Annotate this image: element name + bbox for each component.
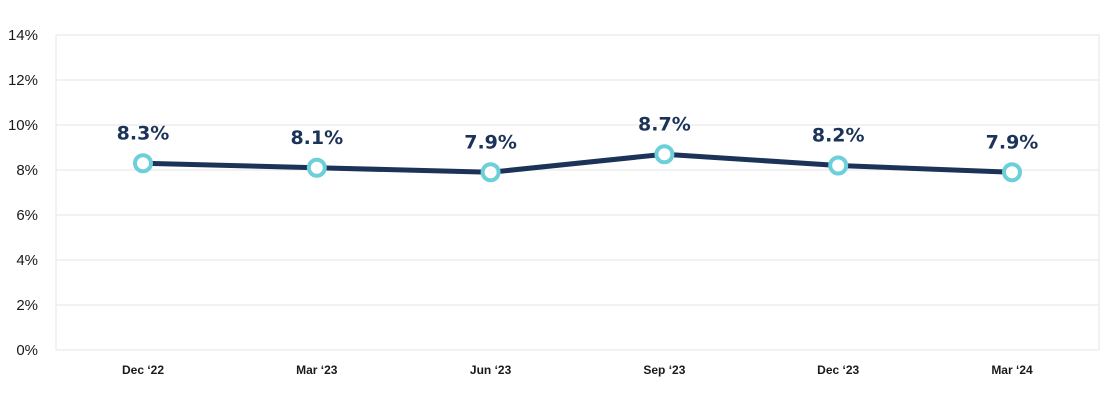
data-point-marker <box>654 144 675 165</box>
y-tick-label: 0% <box>16 342 38 359</box>
x-tick-label: Mar ‘24 <box>991 363 1033 377</box>
y-tick-label: 6% <box>16 207 38 224</box>
data-point-marker <box>480 162 501 183</box>
data-label: 7.9% <box>464 131 517 153</box>
data-label: 8.7% <box>638 113 691 135</box>
x-axis-tick-labels: Dec ‘22 Mar ‘23 Jun ‘23 Sep ‘23 Dec ‘23 Mar ‘… <box>122 363 1033 377</box>
grid-lines <box>56 34 1099 306</box>
x-tick-label: Sep ‘23 <box>643 363 685 377</box>
series-group <box>140 151 1015 175</box>
data-label: 8.2% <box>812 125 865 147</box>
y-tick-label: 2% <box>16 297 38 314</box>
data-labels: 8.3% 8.1% 7.9% 8.7% 8.2% 7.9% <box>117 113 1039 153</box>
data-point-marker <box>306 157 327 178</box>
data-label: 8.1% <box>290 127 343 149</box>
x-tick-label: Dec ‘23 <box>817 363 859 377</box>
data-point-marker <box>828 155 849 176</box>
y-tick-label: 10% <box>8 117 38 134</box>
data-point-marker <box>1002 162 1022 183</box>
y-tick-label: 14% <box>8 27 38 44</box>
data-point-markers <box>133 144 1022 183</box>
y-tick-label: 4% <box>16 252 38 269</box>
data-label: 7.9% <box>986 131 1039 153</box>
data-point-marker <box>133 153 153 174</box>
x-tick-label: Dec ‘22 <box>122 363 164 377</box>
y-tick-label: 8% <box>16 162 38 179</box>
series-line <box>140 151 1015 175</box>
x-tick-label: Mar ‘23 <box>296 363 338 377</box>
y-axis-tick-labels: 0% 2% 4% 6% 8% 10% 12% 14% <box>8 27 38 359</box>
y-tick-label: 12% <box>8 72 38 89</box>
data-label: 8.3% <box>117 122 170 144</box>
plot-area <box>55 34 1100 351</box>
x-tick-label: Jun ‘23 <box>470 363 512 377</box>
